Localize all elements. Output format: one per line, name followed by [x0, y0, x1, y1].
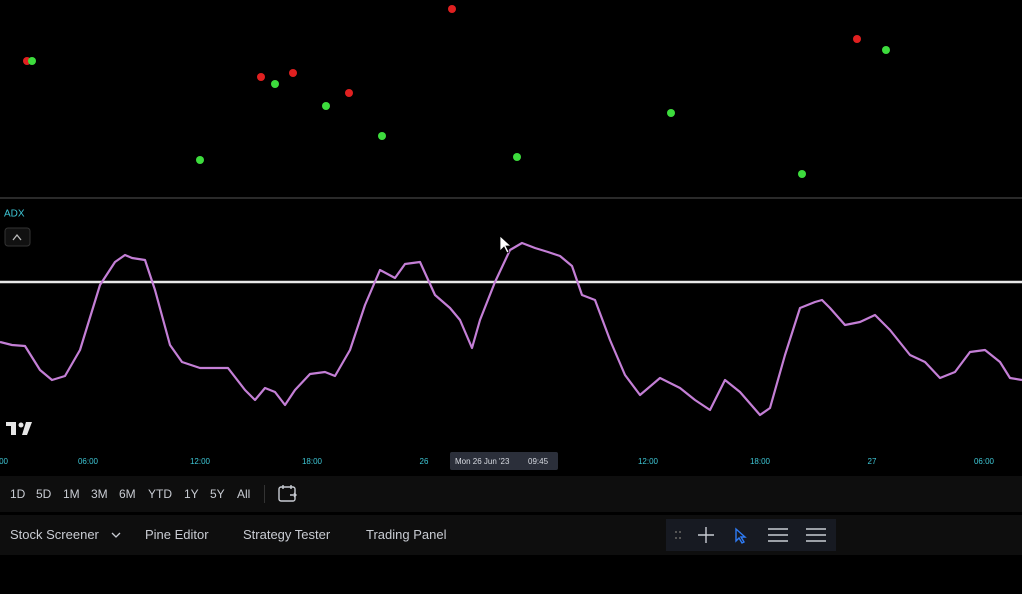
time-label: 00	[0, 457, 9, 466]
dot	[378, 132, 386, 140]
range-button[interactable]: 3M	[91, 487, 108, 501]
dot	[448, 5, 456, 13]
logo-part	[22, 422, 32, 435]
range-button[interactable]: All	[237, 487, 251, 501]
dot	[289, 69, 297, 77]
collapse-icon	[12, 233, 22, 241]
range-button[interactable]: YTD	[148, 487, 172, 501]
range-button[interactable]: 1M	[63, 487, 80, 501]
range-button[interactable]: 5Y	[210, 487, 225, 501]
crosshair-date: Mon 26 Jun '23	[455, 457, 510, 466]
dot	[798, 170, 806, 178]
grip	[675, 531, 681, 539]
chart: ADX 00 06:00 12:00 18:00 26 12:00 18:00 27 06:00…	[0, 5, 1022, 470]
time-label: 12:00	[190, 457, 211, 466]
dot	[882, 46, 890, 54]
dot	[667, 109, 675, 117]
panel-tab[interactable]: Trading Panel	[366, 527, 447, 542]
signal-dots	[23, 5, 890, 178]
range-button[interactable]: 6M	[119, 487, 136, 501]
adx-line	[0, 241, 1022, 417]
dot	[257, 73, 265, 81]
drawing-tools	[666, 519, 836, 551]
indicator-label: ADX	[4, 209, 25, 220]
dot	[513, 153, 521, 161]
dot	[28, 57, 36, 65]
time-label: 18:00	[750, 457, 771, 466]
time-label: 27	[868, 457, 877, 466]
dot	[853, 35, 861, 43]
cursor-tool[interactable]	[735, 527, 747, 544]
crosshair-label-box	[450, 452, 558, 470]
date-range-icon[interactable]	[276, 482, 300, 506]
dot	[271, 80, 279, 88]
mouse-cursor	[499, 235, 513, 254]
time-label: 12:00	[638, 457, 659, 466]
panel-tab[interactable]: Stock Screener	[10, 527, 99, 542]
dot	[345, 89, 353, 97]
dot	[322, 102, 330, 110]
panel-tab[interactable]: Strategy Tester	[243, 527, 331, 542]
range-button[interactable]: 1D	[10, 487, 26, 501]
icon-part	[278, 486, 296, 502]
crosshair-tool[interactable]	[698, 527, 714, 543]
divider	[264, 485, 265, 503]
range-button[interactable]: 1Y	[184, 487, 199, 501]
crosshair-time: 09:45	[528, 457, 549, 466]
tv-logo	[6, 422, 32, 435]
dropdown-arrow[interactable]	[110, 529, 122, 541]
layout-tool[interactable]	[806, 528, 826, 542]
time-label: 18:00	[302, 457, 323, 466]
bottom-panel-tabs: Stock Screener Pine Editor Strategy Tester…	[0, 515, 1022, 555]
range-button[interactable]: 5D	[36, 487, 52, 501]
layout-tool[interactable]	[768, 528, 788, 542]
panel-tab[interactable]: Pine Editor	[145, 527, 209, 542]
range-toolbar: 1D 5D 1M 3M 6M YTD 1Y 5Y All	[0, 476, 1022, 512]
icon-part	[111, 532, 121, 538]
time-axis: 00 06:00 12:00 18:00 26 12:00 18:00 27 06:00	[0, 457, 995, 466]
time-label: 26	[420, 457, 429, 466]
time-label: 06:00	[974, 457, 995, 466]
logo-part	[18, 422, 24, 428]
logo-part	[11, 422, 16, 435]
collapse-button[interactable]	[4, 227, 31, 247]
icon-part	[290, 492, 297, 498]
time-label: 06:00	[78, 457, 99, 466]
dot	[196, 156, 204, 164]
